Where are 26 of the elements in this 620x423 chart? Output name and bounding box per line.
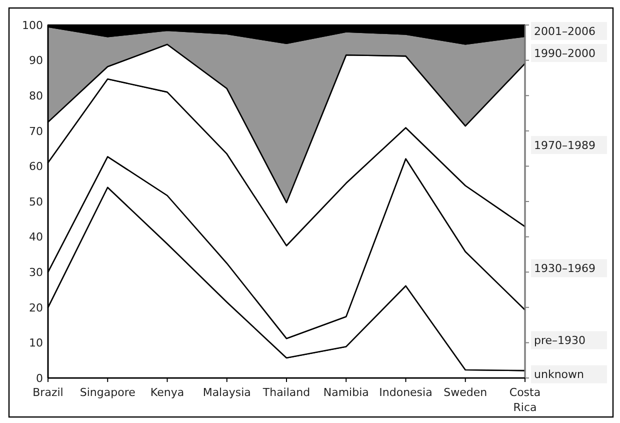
x-tick-label: Costa Rica — [509, 386, 541, 414]
x-tick-label: Kenya — [150, 386, 184, 399]
y-tick-label: 0 — [36, 372, 43, 385]
y-tick-label: 40 — [29, 230, 43, 244]
series-label: pre–1930 — [534, 334, 586, 348]
y-tick-label: 10 — [29, 336, 43, 350]
y-tick-label: 30 — [29, 266, 43, 279]
y-tick-label: 50 — [29, 195, 43, 208]
x-tick-label: Indonesia — [379, 386, 432, 399]
y-tick-label: 80 — [29, 89, 43, 102]
series-label: 1970–1989 — [534, 138, 596, 152]
series-label: 2001–2006 — [534, 24, 596, 38]
x-tick-label: Sweden — [444, 386, 488, 399]
x-tick-label: Thailand — [262, 386, 310, 399]
y-tick-label: 20 — [29, 301, 43, 314]
series-label: 1990–2000 — [534, 46, 596, 60]
x-tick-label: Malaysia — [202, 386, 251, 399]
x-tick-label: Singapore — [80, 386, 136, 399]
y-tick-label: 100 — [22, 18, 43, 32]
series-label: unknown — [534, 368, 584, 382]
y-tick-label: 70 — [29, 124, 43, 138]
y-tick-label: 60 — [29, 160, 43, 174]
x-tick-label: Namibia — [323, 386, 369, 399]
x-tick-label: Brazil — [32, 386, 64, 399]
series-label: 1930–1969 — [534, 262, 596, 276]
y-tick-label: 90 — [29, 54, 43, 68]
